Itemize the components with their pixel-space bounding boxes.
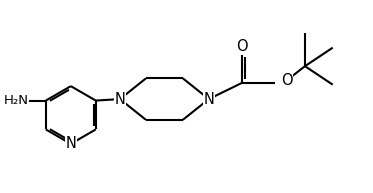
Text: O: O (281, 74, 292, 88)
Text: H₂N: H₂N (4, 94, 29, 107)
Text: O: O (236, 39, 248, 54)
Text: N: N (65, 136, 76, 151)
Text: N: N (115, 92, 125, 107)
Text: N: N (203, 92, 214, 107)
